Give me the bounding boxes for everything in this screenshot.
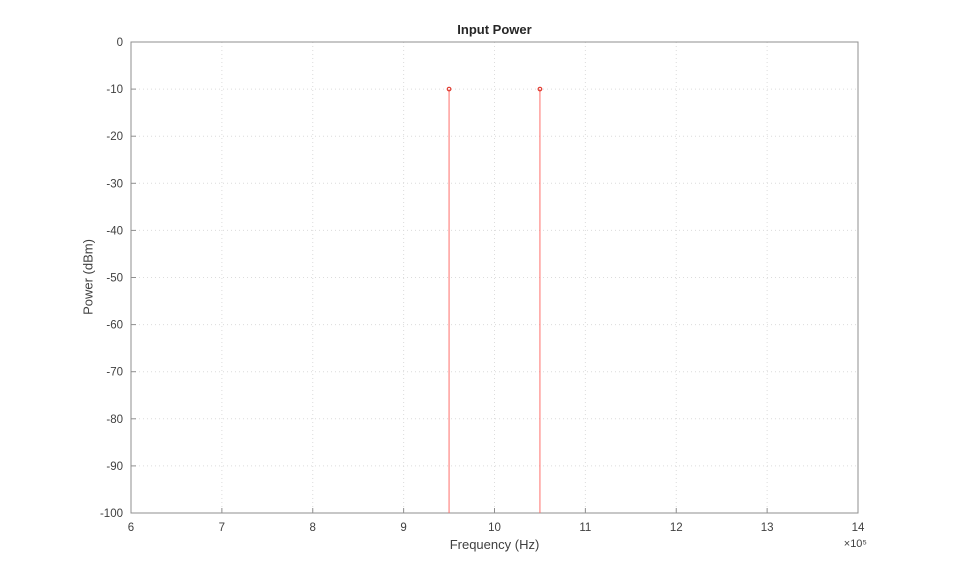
- y-tick-label: -60: [106, 320, 123, 332]
- x-tick-label: 12: [670, 522, 683, 534]
- x-tick-label: 7: [219, 522, 225, 534]
- y-tick-label: 0: [117, 37, 123, 49]
- x-tick-label: 11: [579, 522, 591, 534]
- gridlines: [130, 41, 859, 514]
- x-axis-exponent: ×10⁵: [843, 538, 867, 550]
- stem-marker: [446, 86, 452, 92]
- y-tick-label: -100: [100, 508, 123, 520]
- y-tick-label: -50: [106, 273, 123, 285]
- x-tick-label: 14: [852, 522, 865, 534]
- y-tick-label: -90: [106, 461, 123, 473]
- tick-marks: [130, 41, 859, 514]
- x-axis-label: Frequency (Hz): [449, 537, 540, 552]
- y-tick-label: -30: [106, 178, 123, 190]
- y-tick-label: -20: [106, 131, 123, 143]
- y-tick-label: -80: [106, 414, 123, 426]
- y-tick-labels: 0 -10 -20 -30 -40 -50 -60 -70 -80 -90 -100: [100, 37, 123, 520]
- y-tick-label: -10: [106, 84, 123, 96]
- x-tick-label: 8: [310, 522, 316, 534]
- x-tick-label: 10: [488, 522, 501, 534]
- chart-title: Input Power: [457, 22, 532, 37]
- stem-marker: [537, 86, 543, 92]
- y-tick-label: -70: [106, 367, 123, 379]
- stem-series: [446, 86, 543, 513]
- x-tick-label: 13: [761, 522, 774, 534]
- x-tick-label: 6: [128, 522, 134, 534]
- y-tick-label: -40: [106, 225, 123, 237]
- x-tick-label: 9: [400, 522, 406, 534]
- x-tick-labels: 6 7 8 9 10 11 12 13 14: [128, 522, 865, 534]
